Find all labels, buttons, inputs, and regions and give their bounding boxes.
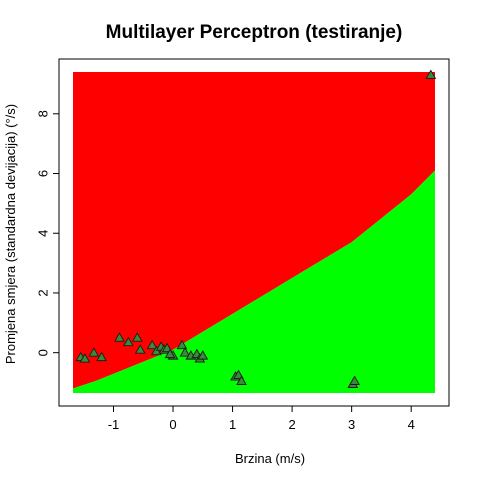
data-point [96,351,107,362]
data-point [161,342,173,353]
region-lower [73,170,435,393]
data-point [425,69,437,79]
y-tick-label: 2 [35,289,50,296]
y-tick-label: 6 [35,170,50,177]
y-tick-label: 4 [35,230,50,237]
x-tick-label: 3 [348,417,355,432]
x-tick-label: 0 [169,417,176,432]
y-axis: 0 2 4 6 8 [35,110,60,356]
data-point [349,375,360,385]
y-tick-label: 0 [35,349,50,356]
x-tick-label: 4 [408,417,415,432]
y-tick-label: 8 [35,110,50,117]
data-point [164,348,176,359]
x-tick-label: -1 [108,417,120,432]
y-axis-label: Promjena smjera (standardna devijacija) … [3,104,18,364]
x-axis-label: Brzina (m/s) [235,451,305,466]
plot-area [58,58,450,407]
chart-title: Multilayer Perceptron (testiranje) [106,22,403,43]
data-point [176,339,188,350]
data-point [79,353,91,363]
x-tick-label: 1 [229,417,236,432]
region-upper [73,72,435,389]
x-axis: -1 0 1 2 3 4 [108,405,415,432]
x-tick-label: 2 [288,417,295,432]
data-point [131,332,143,342]
data-point [150,345,162,356]
data-point [197,350,209,360]
data-point [122,336,134,347]
data-point [134,344,146,354]
data-point [233,369,244,379]
data-point [88,347,100,357]
data-point [114,332,125,342]
data-point [179,347,191,357]
data-point [236,375,247,385]
data-point [146,339,158,350]
